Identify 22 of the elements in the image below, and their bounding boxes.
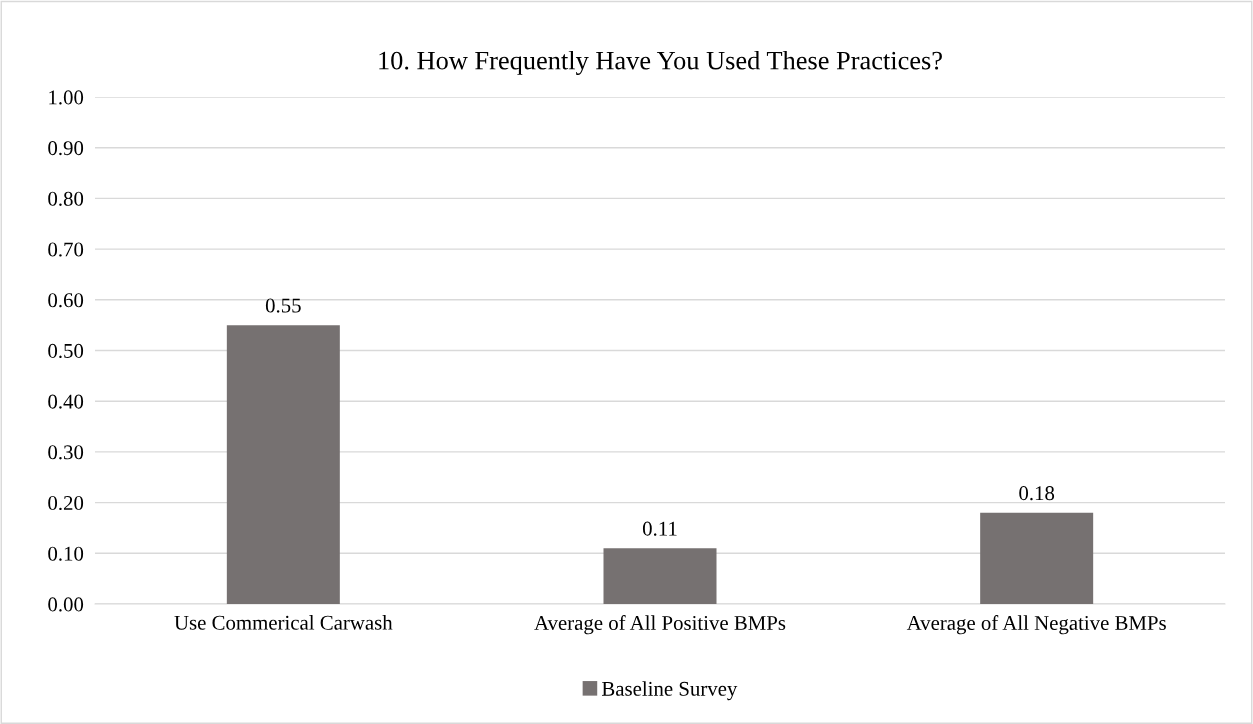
x-tick-label: Use Commerical Carwash [174,615,393,630]
x-tick-label: Average of All Negative BMPs [906,615,1166,635]
y-tick-label: 0.60 [48,293,84,308]
y-tick-label: 0.40 [48,394,84,409]
y-tick-label: 0.80 [48,191,84,206]
y-tick-label: 1.00 [49,90,84,105]
chart-title: 10. How Frequently Have You Used These Practices? [379,50,942,75]
bar [980,512,1094,604]
data-label: 0.11 [642,521,677,536]
bar [226,325,340,604]
legend-label: Baseline Survey [601,681,738,701]
y-tick-label: 0.90 [48,141,84,156]
y-tick-label: 0.20 [48,495,84,511]
y-tick-label: 0.10 [48,546,84,561]
y-tick-label: 0.30 [48,445,84,460]
y-tick-label: 0.70 [48,242,84,257]
y-tick-label: 0.50 [48,343,84,359]
data-label: 0.18 [1019,486,1055,501]
data-label: 0.55 [265,298,301,313]
x-tick-label: Average of All Positive BMPs [534,615,786,635]
bar [603,548,717,604]
y-tick-label: 0.00 [48,597,84,612]
